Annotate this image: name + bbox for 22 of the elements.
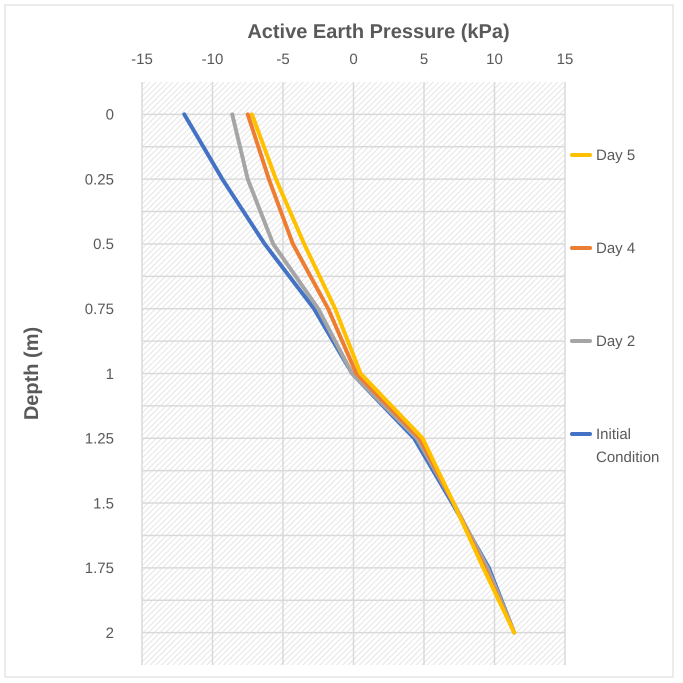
y-tick-label: 0.5 bbox=[93, 236, 114, 254]
y-tick-label: 0 bbox=[106, 106, 114, 124]
x-tick-label: 0 bbox=[349, 51, 358, 68]
y-tick-label: 1.75 bbox=[84, 560, 114, 578]
legend-label: Day 4 bbox=[596, 240, 636, 257]
y-tick-label: 1.25 bbox=[84, 430, 114, 448]
legend-label: Day 2 bbox=[596, 333, 636, 350]
legend-label: Day 5 bbox=[596, 147, 636, 164]
y-tick-label: 1.5 bbox=[93, 495, 114, 512]
x-tick-label: 15 bbox=[556, 51, 574, 68]
y-tick-label: 2 bbox=[106, 624, 114, 642]
x-tick-label: 10 bbox=[486, 51, 503, 68]
x-tick-label: -10 bbox=[202, 51, 224, 68]
x-tick-label: -15 bbox=[131, 51, 153, 68]
legend-label: Initial Condition bbox=[596, 426, 660, 466]
x-tick-label: 5 bbox=[420, 51, 428, 68]
y-axis-title: Depth (m) bbox=[21, 326, 43, 420]
y-tick-label: 0.75 bbox=[84, 300, 114, 318]
y-tick-label: 0.25 bbox=[84, 171, 114, 188]
y-tick-label: 1 bbox=[106, 366, 114, 383]
x-tick-label: -5 bbox=[276, 51, 290, 68]
x-axis-title: Active Earth Pressure (kPa) bbox=[247, 21, 510, 43]
